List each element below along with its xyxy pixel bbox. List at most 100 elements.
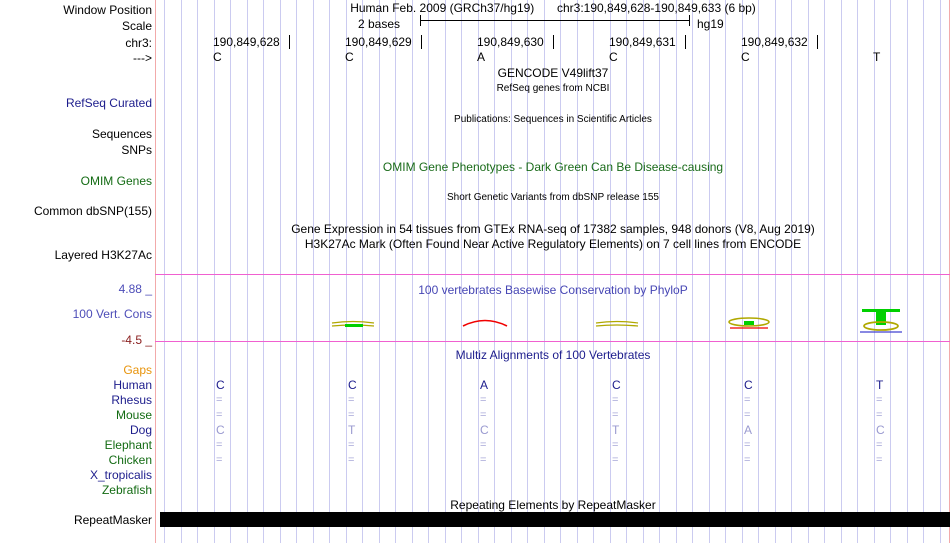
track-label-elephant[interactable]: Elephant bbox=[104, 438, 152, 452]
conservation-bar[interactable] bbox=[330, 303, 376, 337]
track-label-4-88[interactable]: 4.88 _ bbox=[118, 282, 152, 296]
gridline bbox=[280, 0, 281, 543]
gridline bbox=[164, 0, 165, 543]
track-label-zebrafish[interactable]: Zebrafish bbox=[101, 483, 152, 497]
ruler-coordinate-label: 190,849,632 bbox=[741, 35, 808, 49]
track-label-omim-genes[interactable]: OMIM Genes bbox=[80, 174, 152, 188]
gridline bbox=[791, 0, 792, 543]
track-label-human[interactable]: Human bbox=[113, 378, 152, 392]
gridline bbox=[626, 0, 627, 543]
multiz-base-rhesus: = bbox=[612, 394, 619, 406]
gridline bbox=[923, 0, 924, 543]
gridline bbox=[412, 0, 413, 543]
track-label-[interactable]: ---> bbox=[133, 51, 152, 65]
gridline bbox=[874, 0, 875, 543]
track-label-layered-h3k27ac[interactable]: Layered H3K27Ac bbox=[54, 248, 152, 262]
ruler-gridlines bbox=[160, 0, 950, 543]
gridline bbox=[841, 0, 842, 543]
track-label-chr3[interactable]: chr3: bbox=[125, 36, 152, 50]
gridline bbox=[313, 0, 314, 543]
track-label-refseq-curated[interactable]: RefSeq Curated bbox=[65, 96, 152, 110]
multiz-base-human: C bbox=[612, 378, 621, 392]
conservation-panel-top-rule bbox=[155, 274, 950, 275]
gridline bbox=[494, 0, 495, 543]
multiz-base-chicken: = bbox=[744, 454, 751, 466]
gridline bbox=[544, 0, 545, 543]
gridline bbox=[461, 0, 462, 543]
multiz-base-mouse: = bbox=[876, 409, 883, 421]
track-label-repeatmasker[interactable]: RepeatMasker bbox=[73, 513, 152, 527]
conservation-glyph bbox=[728, 317, 770, 329]
gridline bbox=[742, 0, 743, 543]
gridline bbox=[775, 0, 776, 543]
track-label-chicken[interactable]: Chicken bbox=[108, 453, 152, 467]
ruler-tick bbox=[685, 35, 686, 49]
ruler-tick bbox=[421, 35, 422, 49]
track-label-scale[interactable]: Scale bbox=[121, 19, 152, 33]
gridline bbox=[659, 0, 660, 543]
multiz-base-dog: T bbox=[612, 423, 620, 437]
conservation-bar[interactable] bbox=[594, 303, 640, 337]
track-label-mouse[interactable]: Mouse bbox=[115, 408, 152, 422]
track-label-gaps[interactable]: Gaps bbox=[123, 363, 152, 377]
scale-label: 2 bases bbox=[358, 18, 400, 31]
gridline bbox=[907, 0, 908, 543]
track-label-sequences[interactable]: Sequences bbox=[91, 127, 152, 141]
track-description: RefSeq genes from NCBI bbox=[496, 83, 610, 94]
gridline bbox=[197, 0, 198, 543]
gridline bbox=[247, 0, 248, 543]
multiz-base-chicken: = bbox=[480, 454, 487, 466]
reference-base: C bbox=[609, 50, 618, 64]
track-description: Gene Expression in 54 tissues from GTEx … bbox=[291, 222, 815, 236]
multiz-base-rhesus: = bbox=[744, 394, 751, 406]
track-label-x-tropicalis[interactable]: X_tropicalis bbox=[89, 468, 152, 482]
ruler-tick bbox=[289, 35, 290, 49]
gridline bbox=[643, 0, 644, 543]
track-label-dog[interactable]: Dog bbox=[129, 423, 152, 437]
track-label-100-vert-cons[interactable]: 100 Vert. Cons bbox=[72, 307, 152, 321]
gridline bbox=[890, 0, 891, 543]
gridline bbox=[560, 0, 561, 543]
multiz-base-elephant: = bbox=[348, 439, 355, 451]
scale-label-text: 2 bases bbox=[358, 17, 401, 31]
conservation-bar[interactable] bbox=[726, 303, 772, 337]
gridline bbox=[362, 0, 363, 543]
track-label-common-dbsnp-155[interactable]: Common dbSNP(155) bbox=[33, 204, 152, 218]
gridline bbox=[346, 0, 347, 543]
multiz-base-dog: C bbox=[876, 423, 885, 437]
track-label-4-5[interactable]: -4.5 _ bbox=[121, 333, 152, 347]
gridline bbox=[214, 0, 215, 543]
track-description: Short Genetic Variants from dbSNP releas… bbox=[447, 192, 659, 203]
multiz-base-dog: C bbox=[216, 423, 225, 437]
gridline bbox=[296, 0, 297, 543]
reference-base: A bbox=[477, 50, 486, 64]
gridline bbox=[577, 0, 578, 543]
multiz-base-rhesus: = bbox=[348, 394, 355, 406]
multiz-base-elephant: = bbox=[744, 439, 751, 451]
gridline bbox=[478, 0, 479, 543]
multiz-base-elephant: = bbox=[876, 439, 883, 451]
track-description: Repeating Elements by RepeatMasker bbox=[450, 498, 656, 512]
conservation-bar[interactable] bbox=[858, 303, 904, 337]
track-label-snps[interactable]: SNPs bbox=[121, 143, 152, 157]
ruler-coordinate-label: 190,849,630 bbox=[477, 35, 544, 49]
track-label-window-position[interactable]: Window Position bbox=[63, 3, 152, 17]
conservation-bar[interactable] bbox=[462, 303, 508, 337]
left-boundary-line bbox=[155, 0, 156, 543]
conservation-glyph bbox=[860, 309, 902, 333]
assembly-and-position-header: Human Feb. 2009 (GRCh37/hg19) chr3:190,8… bbox=[160, 2, 946, 15]
assembly-db-label: hg19 bbox=[697, 18, 724, 31]
ruler-coordinate-label: 190,849,628 bbox=[213, 35, 280, 49]
scale-bar-right-cap bbox=[689, 15, 690, 26]
track-description: Multiz Alignments of 100 Vertebrates bbox=[455, 348, 651, 362]
multiz-base-human: A bbox=[480, 378, 489, 392]
gridline bbox=[676, 0, 677, 543]
repeatmasker-feature-bar[interactable] bbox=[160, 512, 950, 527]
track-description: GENCODE V49lift37 bbox=[497, 66, 609, 80]
gridline bbox=[610, 0, 611, 543]
track-description: 100 vertebrates Basewise Conservation by… bbox=[418, 283, 688, 297]
multiz-base-rhesus: = bbox=[216, 394, 223, 406]
gridline bbox=[808, 0, 809, 543]
track-label-rhesus[interactable]: Rhesus bbox=[111, 393, 152, 407]
